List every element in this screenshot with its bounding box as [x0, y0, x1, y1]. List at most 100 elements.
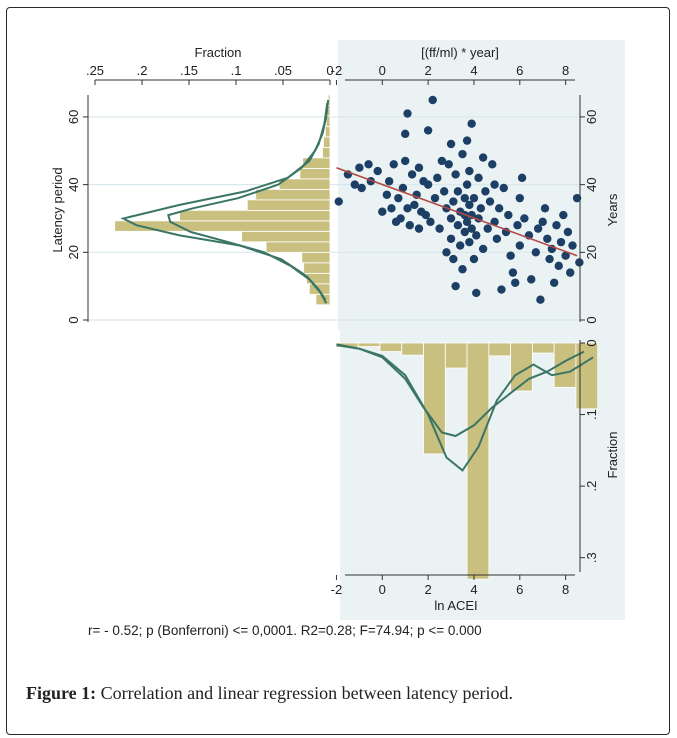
acei-histogram-bar [423, 342, 446, 455]
scatter-point [435, 224, 444, 233]
latency-histogram-bar [114, 220, 331, 232]
scatter-point [511, 278, 520, 287]
acei-axis-title: ln ACEI [434, 598, 477, 613]
scatter-point [428, 95, 437, 105]
scatter-point [462, 180, 472, 189]
scatter-point [334, 197, 343, 206]
scatter-point [446, 139, 456, 149]
acei-histogram-bar [444, 342, 468, 369]
scatter-point [373, 166, 382, 176]
scatter-point [387, 204, 396, 213]
scatter-point [437, 156, 447, 166]
acei-histogram-bar [510, 342, 533, 392]
scatter-point [483, 224, 492, 233]
latency-histogram-bar [299, 167, 331, 180]
scatter-point [488, 160, 497, 169]
fraction-tick-label: .1 [231, 63, 242, 78]
acei-tick-label: -2 [331, 582, 343, 597]
scatter-point [378, 207, 387, 216]
scatter-point [572, 193, 582, 203]
scatter-point [446, 214, 456, 223]
scatter-point [414, 163, 424, 172]
figure-caption: Figure 1: Correlation and linear regress… [26, 683, 513, 704]
scatter-point [554, 261, 563, 271]
scatter-point [442, 248, 451, 257]
scatter-point [467, 224, 476, 233]
latency-tick-label: 20 [66, 245, 81, 259]
scatter-point [540, 204, 550, 213]
scatter-point [543, 234, 552, 243]
latency-histogram-bar [302, 157, 331, 169]
acei-tick-label: 4 [470, 582, 477, 597]
scatter-point [481, 187, 490, 196]
acei-fraction-tick-label: .1 [584, 409, 599, 420]
acei-fraction-axis-title: Fraction [605, 432, 620, 479]
scatter-point [494, 204, 504, 213]
latency-histogram-bar [322, 146, 331, 159]
acei-fraction-tick-label: .3 [584, 552, 599, 563]
scatter-point [465, 166, 474, 176]
years-tick-label: 60 [584, 110, 599, 124]
latency-tick-label: 0 [66, 316, 81, 323]
scatter-point [563, 227, 573, 237]
acei-tick-label: 6 [516, 582, 523, 597]
scatter-point [364, 160, 373, 169]
years-axis-title: Years [605, 193, 620, 226]
fraction-tick-label: 0 [326, 63, 333, 78]
scatter-point [478, 244, 488, 254]
regression-stats: r= - 0.52; p (Bonferroni) <= 0,0001. R2=… [88, 623, 482, 638]
scatter-point [430, 193, 440, 203]
scatter-top-axis-title: [(ff/ml) * year] [421, 45, 499, 60]
scatter-point [403, 109, 412, 118]
scatter-point [474, 173, 483, 183]
scatter-point [401, 156, 410, 166]
fraction-tick-label: .15 [180, 63, 198, 78]
scatter-point [462, 217, 472, 227]
scatter-point [513, 221, 522, 230]
latency-density-curve [120, 103, 329, 301]
latency-histogram-bar [303, 262, 331, 274]
scatter-point [446, 234, 456, 243]
scatter-point [556, 237, 566, 247]
scatter-point [499, 183, 508, 193]
acei-histogram-bar [466, 342, 490, 580]
scatter-point [469, 254, 479, 264]
scatter-top-tick-label: 4 [470, 63, 477, 78]
acei-histogram-bar [575, 342, 599, 410]
scatter-point [472, 231, 481, 240]
scatter-point [545, 254, 554, 264]
scatter-point [462, 136, 472, 145]
scatter-point [453, 221, 463, 230]
scatter-point [394, 193, 403, 203]
scatter-point [504, 210, 513, 220]
acei-tick-label: 2 [425, 582, 432, 597]
scatter-point [357, 183, 366, 193]
latency-axis-title: Latency period [50, 167, 65, 252]
caption-text: Correlation and linear regression betwee… [100, 683, 513, 703]
fraction-tick-label: .05 [274, 63, 292, 78]
caption-label: Figure 1: [26, 683, 97, 703]
scatter-point [476, 204, 486, 213]
scatter-point [492, 234, 502, 243]
latency-tick-label: 40 [66, 177, 81, 191]
scatter-point [423, 126, 433, 135]
scatter-point [426, 217, 435, 227]
scatter-point [515, 241, 524, 250]
acei-histogram-bar [357, 342, 381, 347]
scatter-point [403, 204, 412, 213]
scatter-point [449, 254, 458, 264]
scatter-point [536, 295, 545, 304]
scatter-point [384, 177, 394, 186]
scatter-point [506, 251, 515, 260]
latency-histogram-bar [246, 199, 331, 211]
scatter-point [467, 119, 476, 128]
scatter-point [414, 224, 424, 233]
latency-histogram-bar [324, 126, 331, 138]
scatter-point [533, 224, 543, 233]
acei-fraction-tick-label: .2 [584, 481, 599, 492]
scatter-point [410, 200, 419, 210]
scatter-point [401, 129, 410, 139]
acei-histogram-bar [488, 342, 512, 357]
scatter-point [451, 170, 460, 179]
fraction-tick-label: .2 [137, 63, 148, 78]
